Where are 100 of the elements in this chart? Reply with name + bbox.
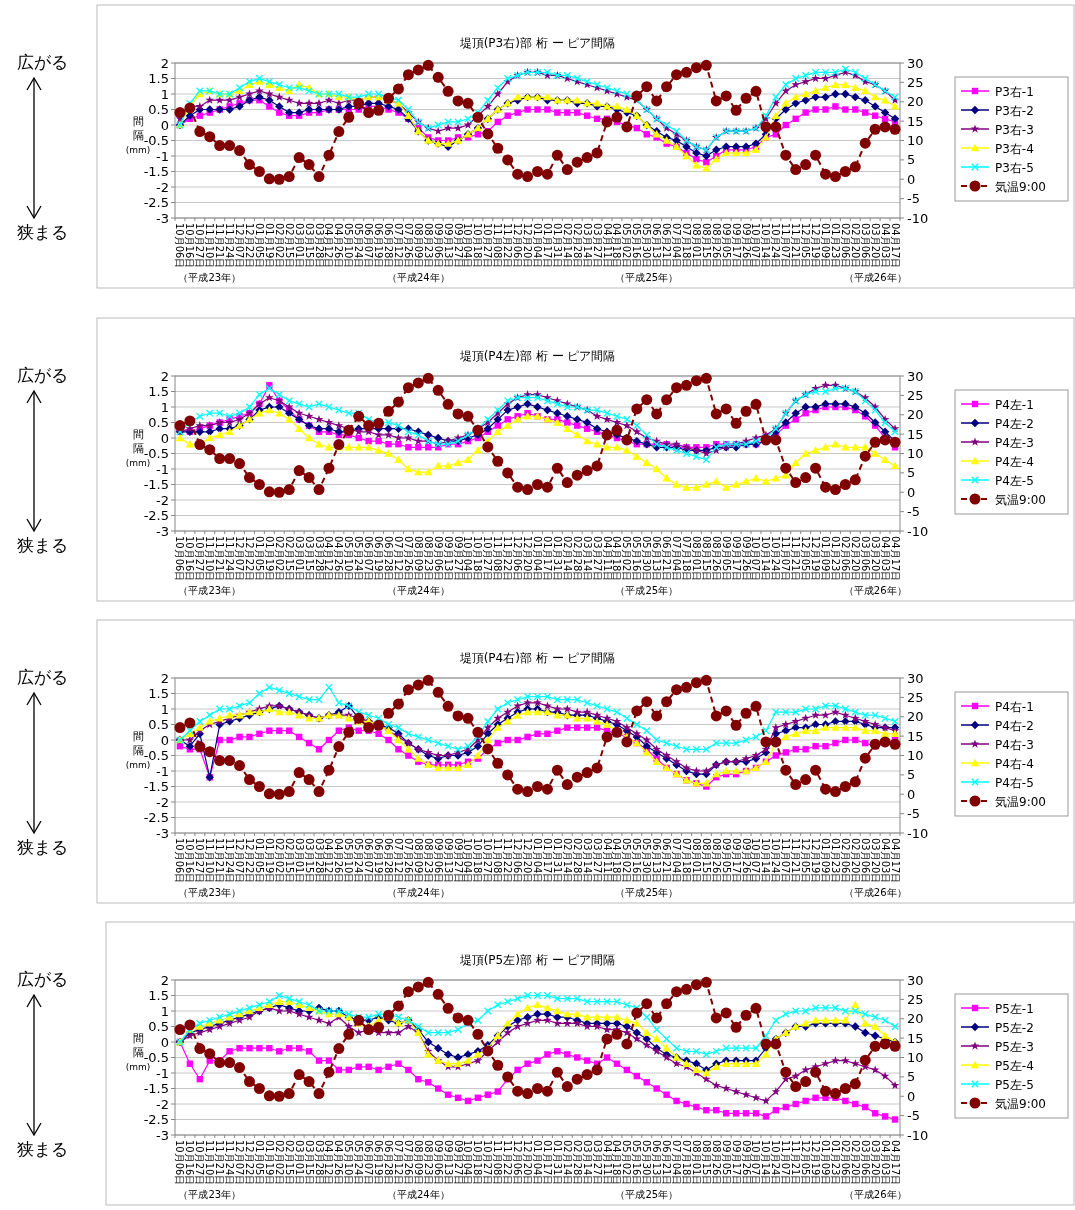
- x-tick-label: 12月20日: [522, 838, 534, 884]
- y-tick-label: -1.5: [143, 1081, 169, 1096]
- y-tick-label: -1: [156, 763, 169, 779]
- x-tick-label: 09月27日: [452, 536, 464, 582]
- x-tick-label: 08月09日: [412, 838, 424, 884]
- x-tick-label: 09月17日: [730, 838, 742, 884]
- x-tick-label: 09月27日: [452, 223, 464, 269]
- x-tick-label: 02月28日: [571, 536, 583, 582]
- y2-tick-label: 5: [907, 465, 916, 481]
- text: 狭まる: [16, 535, 68, 555]
- x-tick-label: 01月09日: [820, 838, 832, 884]
- y-tick-label: 1: [160, 1003, 169, 1019]
- x-tick-label: 07月26日: [402, 223, 414, 269]
- x-tick-label: 12月20日: [522, 223, 534, 269]
- x-tick-label: 03月27日: [591, 223, 603, 269]
- x-tick-label: 11月21日: [790, 838, 802, 884]
- x-tick-label: 02月15日: [283, 223, 295, 269]
- x-tick-label: 03月28日: [313, 536, 325, 582]
- x-tick-label: 02月14日: [561, 536, 573, 582]
- text: 狭まる: [16, 1139, 68, 1159]
- x-tick-label: 03月15日: [303, 838, 315, 884]
- y-tick-label: 0: [160, 732, 169, 748]
- x-tick-label: 03月06日: [859, 838, 871, 884]
- x-tick-label: 05月24日: [353, 1140, 365, 1186]
- x-tick-label: 01月09日: [820, 223, 832, 269]
- x-tick-label: 10月07日: [750, 536, 762, 582]
- x-tick-label: 11月22日: [502, 838, 514, 884]
- y-tick-label: 2: [160, 972, 169, 988]
- x-tick-label: 12月07日: [234, 838, 246, 884]
- x-tick-label: 04月03日: [879, 536, 891, 582]
- x-tick-label: 06月07日: [363, 223, 375, 269]
- x-tick-label: 03月15日: [303, 1140, 315, 1186]
- y2-tick-label: 20: [907, 709, 924, 725]
- x-tick-label: 08月26日: [710, 223, 722, 269]
- x-tick-label: 07月12日: [392, 223, 404, 269]
- x-tick-label: 01月23日: [829, 838, 841, 884]
- x-tick-label: 06月21日: [661, 536, 673, 582]
- text: （平成25年）: [615, 585, 679, 596]
- x-tick-label: 08月15日: [700, 536, 712, 582]
- y-tick-label: 0.5: [148, 1019, 169, 1034]
- y2-tick-label: 30: [907, 55, 924, 71]
- y2-tick-label: 20: [907, 94, 924, 110]
- y2-tick-label: -5: [907, 1108, 920, 1124]
- legend-label: P3右-2: [995, 103, 1034, 118]
- x-tick-label: 07月26日: [402, 838, 414, 884]
- x-tick-label: 06月13日: [651, 1140, 663, 1186]
- y2-tick-label: 30: [907, 670, 924, 686]
- x-tick-label: 01月31日: [551, 1140, 563, 1186]
- x-tick-label: 08月15日: [700, 1140, 712, 1186]
- x-tick-label: 01月23日: [829, 1140, 841, 1186]
- x-tick-label: 06月07日: [363, 536, 375, 582]
- y2-tick-label: 15: [907, 426, 924, 442]
- y2-tick-label: 25: [907, 689, 924, 705]
- y2-tick-label: 25: [907, 74, 924, 90]
- x-tick-label: 01月17日: [541, 838, 553, 884]
- x-tick-label: 01月05日: [253, 223, 265, 269]
- x-tick-label: 09月05日: [720, 536, 732, 582]
- x-tick-label: 12月22日: [243, 536, 255, 582]
- x-tick-label: 04月11日: [601, 536, 613, 582]
- y-tick-label: 0: [160, 430, 169, 446]
- x-tick-label: 12月06日: [512, 838, 524, 884]
- x-tick-label: 08月09日: [412, 223, 424, 269]
- text: 狭まる: [16, 837, 68, 857]
- y2-tick-label: -10: [907, 1127, 929, 1143]
- text: （平成26年）: [843, 1189, 907, 1200]
- x-tick-label: 09月05日: [720, 223, 732, 269]
- x-tick-label: 10月04日: [462, 536, 474, 582]
- x-tick-label: 11月22日: [502, 223, 514, 269]
- text: （平成25年）: [615, 272, 679, 283]
- x-tick-label: 11月24日: [224, 536, 236, 582]
- x-tick-label: 09月06日: [432, 223, 444, 269]
- x-tick-label: 01月04日: [532, 1140, 543, 1186]
- x-tick-label: 12月07日: [234, 1140, 246, 1186]
- x-tick-label: 03月20日: [869, 1140, 881, 1186]
- x-tick-label: 07月26日: [402, 1140, 414, 1186]
- x-tick-label: 09月06日: [432, 838, 444, 884]
- legend-label: P3右-1: [995, 84, 1034, 99]
- y2-tick-label: -5: [907, 806, 920, 822]
- y-tick-label: 2: [160, 55, 169, 71]
- y-tick-label: 1.5: [148, 384, 169, 399]
- x-tick-label: 03月27日: [591, 1140, 603, 1186]
- y2-tick-label: 10: [907, 748, 924, 763]
- text: 広がる: [16, 52, 68, 72]
- legend-label: P4右-3: [995, 737, 1034, 752]
- x-tick-label: 07月04日: [671, 1140, 683, 1186]
- x-tick-label: 06月21日: [661, 223, 673, 269]
- x-tick-label: 06月13日: [651, 536, 663, 582]
- x-tick-label: 12月22日: [243, 1140, 255, 1186]
- legend-label: P4右-2: [995, 718, 1034, 733]
- x-tick-label: 10月06日: [174, 223, 186, 269]
- x-tick-label: 04月18日: [611, 536, 623, 582]
- x-tick-label: 12月07日: [234, 223, 246, 269]
- x-tick-label: 12月06日: [512, 1140, 524, 1186]
- x-tick-label: 12月20日: [522, 1140, 534, 1186]
- y2-tick-label: -10: [907, 825, 929, 841]
- text: （平成24年）: [386, 585, 450, 596]
- x-tick-label: 10月07日: [750, 838, 762, 884]
- x-tick-label: 03月01日: [293, 838, 305, 884]
- legend-label: P4左-2: [995, 416, 1034, 431]
- x-tick-label: 10月06日: [174, 838, 186, 884]
